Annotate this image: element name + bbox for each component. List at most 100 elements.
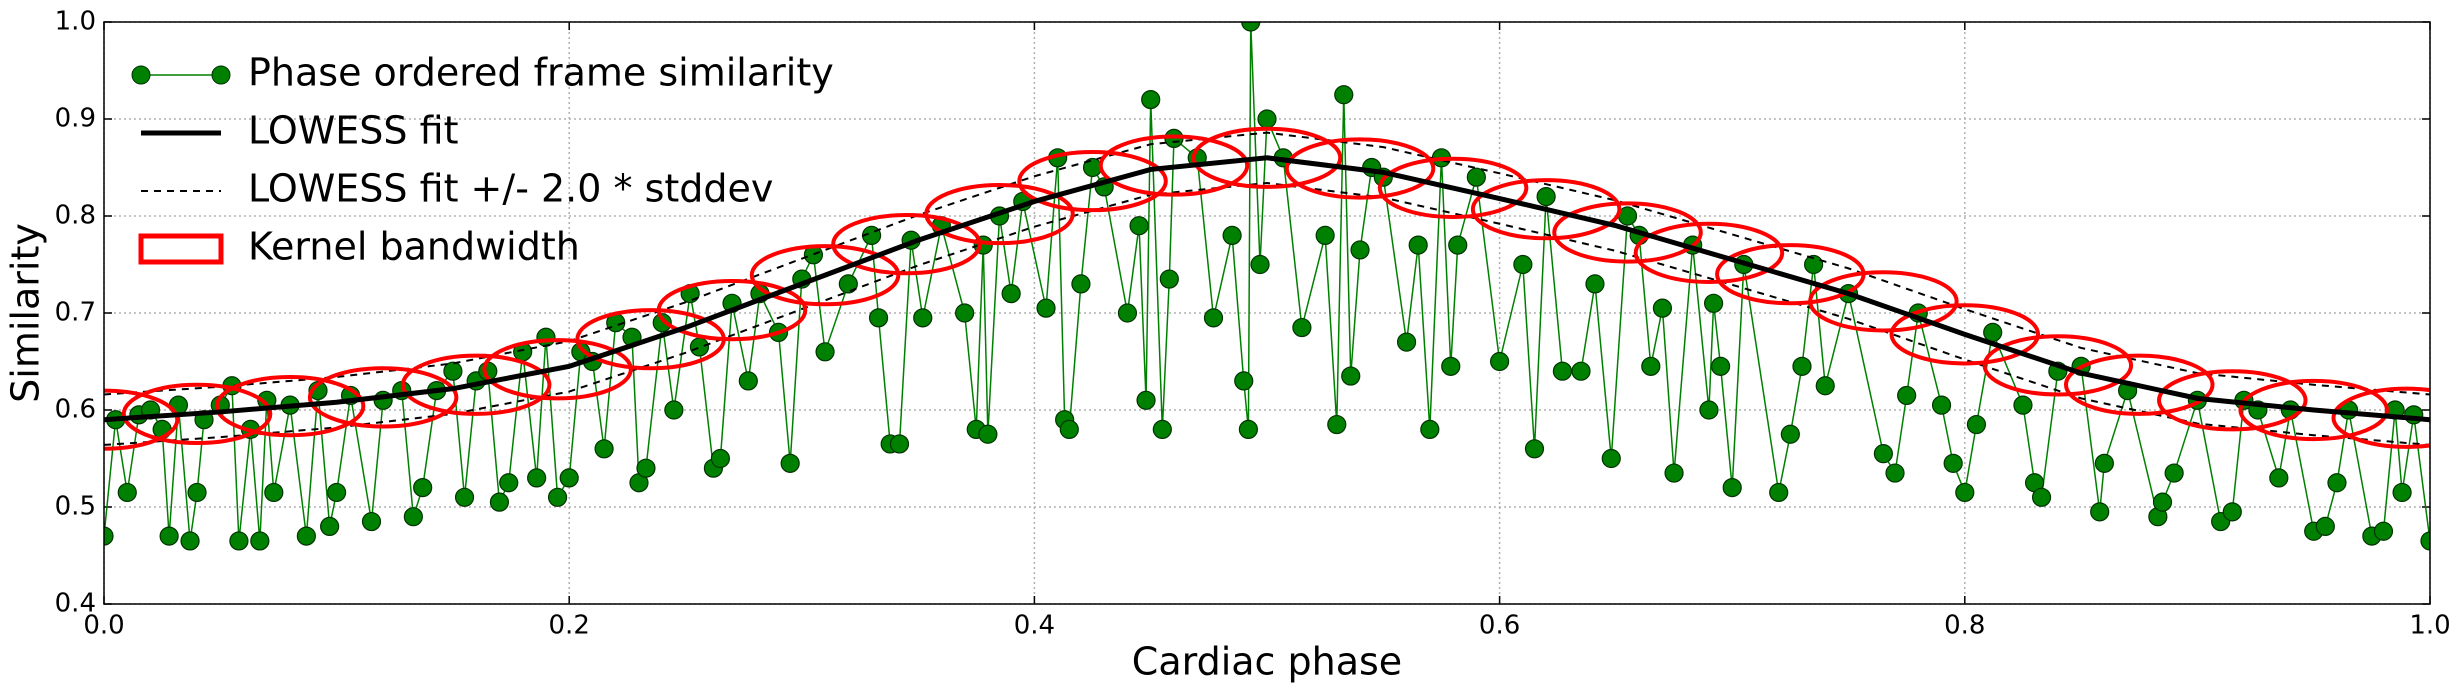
data-point	[2013, 395, 2033, 415]
legend-entry: Phase ordered frame similarity	[131, 51, 834, 95]
data-point	[913, 308, 933, 328]
fit-line	[104, 155, 2430, 423]
data-point	[2094, 453, 2114, 473]
data-point	[889, 434, 910, 454]
data-point	[1955, 482, 1975, 503]
data-point	[689, 337, 710, 357]
legend-label: Phase ordered frame similarity	[248, 51, 834, 95]
kernel-ellipse	[749, 244, 901, 307]
kernel-ellipse	[307, 366, 459, 429]
data-point	[443, 361, 463, 381]
data-point	[738, 371, 758, 391]
x-tick-label: 1.0	[2409, 611, 2450, 641]
y-axis-label: Similarity	[4, 223, 48, 403]
data-point	[1489, 351, 1510, 372]
kernel-ellipse	[1889, 303, 2041, 366]
data-point	[2222, 502, 2242, 522]
legend-entry: Kernel bandwidth	[138, 225, 580, 269]
legend-handle	[131, 65, 151, 85]
data-point	[2373, 521, 2394, 541]
plot-area	[104, 22, 2430, 551]
data-point	[2327, 473, 2347, 493]
data-point	[559, 468, 579, 488]
data-point	[1699, 400, 1719, 420]
legend-entry: LOWESS fit	[141, 109, 458, 153]
data-point	[1943, 453, 1963, 473]
legend-label: Kernel bandwidth	[248, 225, 580, 269]
data-point	[815, 342, 835, 362]
data-point	[1152, 419, 1172, 439]
x-tick-label: 0.8	[1944, 611, 1985, 641]
data-point	[594, 439, 614, 459]
data-point	[2392, 482, 2412, 503]
data-point	[361, 511, 382, 532]
data-point	[117, 482, 137, 503]
data-point	[1601, 448, 1621, 469]
kernel-ellipse	[2238, 378, 2389, 442]
data-point	[1897, 385, 1917, 406]
data-point	[1203, 308, 1224, 328]
data-point	[1250, 254, 1270, 275]
data-point	[1585, 274, 1605, 294]
data-point	[838, 274, 858, 294]
data-point	[1703, 293, 1724, 313]
legend-handle	[138, 233, 224, 265]
kernel-ellipse	[656, 278, 808, 342]
data-point	[250, 531, 270, 551]
data-point	[664, 400, 684, 420]
kernel-ellipse	[1098, 134, 1250, 197]
kernel-ellipse	[924, 182, 1075, 246]
data-point	[636, 458, 656, 478]
data-point	[2315, 516, 2335, 537]
data-point	[327, 482, 347, 503]
data-point	[229, 531, 249, 551]
data-point	[159, 526, 179, 546]
kernel-ellipse	[1552, 201, 1703, 264]
y-tick-label: 0.9	[55, 104, 96, 134]
data-point	[1466, 167, 1486, 187]
data-point	[1441, 356, 1461, 376]
data-point	[2031, 487, 2052, 507]
data-point	[1420, 419, 1440, 439]
kernel-ellipse	[1377, 156, 1529, 219]
data-point	[1334, 85, 1354, 105]
data-point	[1241, 22, 1261, 32]
data-point	[1036, 298, 1056, 318]
data-point	[1341, 366, 1361, 386]
data-point	[1350, 240, 1370, 260]
kernel-ellipse	[1017, 149, 1168, 213]
legend-handle	[211, 65, 231, 85]
data-point	[1001, 284, 1021, 304]
data-point	[296, 526, 316, 546]
y-tick-label: 0.7	[55, 298, 96, 328]
data-point	[2164, 463, 2184, 483]
data-point	[868, 308, 889, 328]
data-point	[1257, 109, 1277, 129]
data-point	[2269, 468, 2289, 488]
x-tick-label: 0.0	[83, 611, 124, 641]
kernel-ellipse	[121, 382, 273, 445]
plot-frame	[103, 21, 2431, 605]
data-point	[1059, 419, 1079, 439]
data-point	[104, 526, 114, 546]
data-point	[547, 487, 568, 507]
data-point	[403, 507, 423, 527]
data-point	[320, 516, 340, 537]
data-point	[1536, 187, 1556, 207]
data-point	[264, 482, 284, 503]
data-point	[1408, 235, 1428, 255]
data-point	[1815, 376, 1835, 396]
data-point	[710, 448, 730, 469]
data-point	[1513, 254, 1533, 275]
data-point	[1571, 361, 1591, 381]
y-tick-label: 1.0	[55, 7, 96, 37]
stddev-line	[104, 182, 2430, 446]
data-point	[1117, 303, 1138, 323]
data-point	[1722, 478, 1742, 498]
data-point	[2152, 492, 2173, 512]
legend-label: LOWESS fit +/- 2.0 * stddev	[248, 167, 773, 211]
x-tick-label: 0.4	[1014, 611, 1055, 641]
data-line	[104, 22, 2430, 542]
